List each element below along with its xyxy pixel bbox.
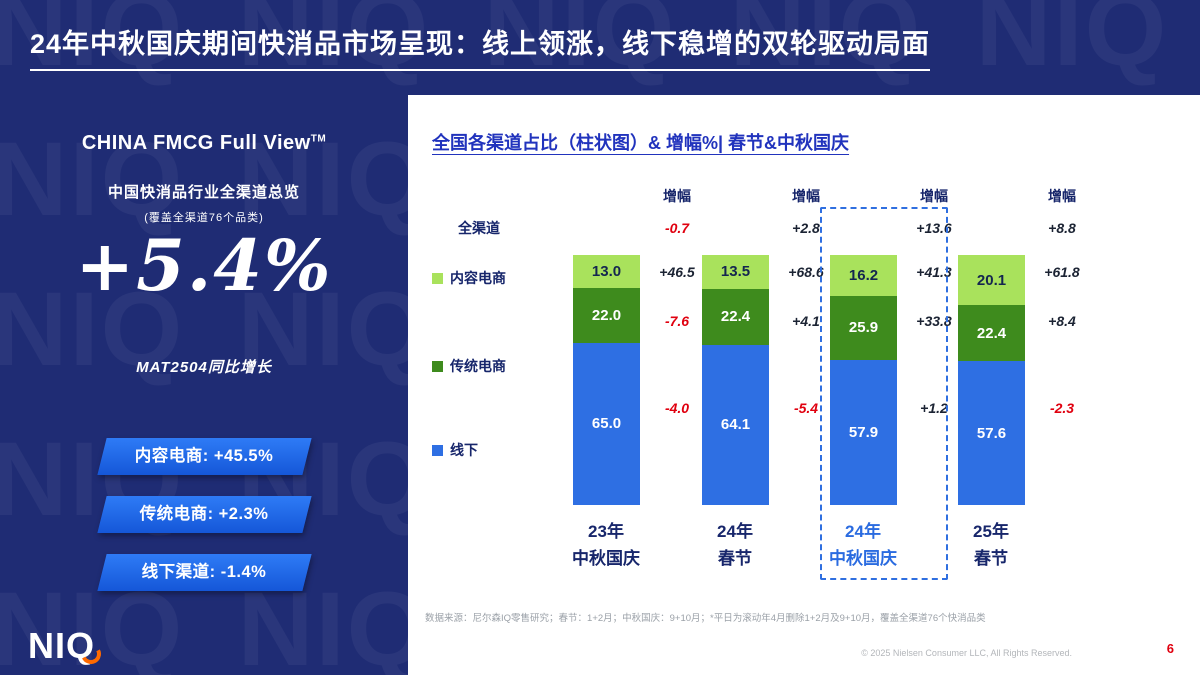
bar-segment-traditional-ecommerce: 25.9 [830, 295, 897, 361]
bar-segment-offline: 64.1 [702, 344, 769, 505]
bar-segment-traditional-ecommerce: 22.4 [702, 288, 769, 345]
growth-total: -0.7 [664, 220, 690, 236]
segment-value: 13.5 [720, 263, 751, 281]
sidebar-subtitle: 中国快消品行业全渠道总览 [107, 184, 300, 201]
segment-value: 65.0 [591, 415, 622, 433]
segment-value: 64.1 [720, 416, 751, 434]
growth-column-23-mid-autumn: 增幅 -0.7 +46.5 -7.6 -4.0 [645, 180, 709, 510]
badge-content-ecommerce: 内容电商: +45.5% [96, 438, 312, 475]
badge-label: 内容电商: [134, 447, 209, 465]
bar-segment-content-ecommerce: 16.2 [830, 255, 897, 296]
channel-growth-badges: 内容电商: +45.5% 传统电商: +2.3% 线下渠道: -1.4% [0, 438, 408, 612]
growth-header: 增幅 [792, 188, 820, 204]
chart-title: 全国各渠道占比（柱状图）& 增幅%| 春节&中秋国庆 [432, 133, 850, 153]
sidebar: CHINA FMCG Full ViewTM 中国快消品行业全渠道总览 (覆盖全… [0, 0, 408, 675]
legend-label: 线下 [450, 442, 478, 458]
content-panel: 全国各渠道占比（柱状图）& 增幅%| 春节&中秋国庆 全渠道 内容电商 传统电商… [408, 95, 1200, 675]
growth-total: +2.8 [792, 220, 820, 236]
headline-growth-number: +5.4% [75, 224, 333, 307]
segment-value: 57.9 [848, 424, 879, 442]
badge-value: -1.4% [220, 563, 267, 581]
segment-value: 57.6 [976, 424, 1007, 442]
badge-value: +45.5% [213, 447, 274, 465]
coverage-note: (覆盖全渠道76个品类) [144, 212, 264, 224]
category-label-23-mid-autumn: 23年 中秋国庆 [572, 522, 640, 568]
legend-swatch-offline [432, 444, 443, 456]
data-source-footnote: 数据来源：尼尔森IQ零售研究；春节：1+2月；中秋国庆：9+10月；*平日为滚动… [425, 613, 986, 624]
growth-offline: -4.0 [664, 400, 690, 416]
growth-content-ecommerce: +68.6 [788, 264, 824, 280]
segment-value: 22.4 [720, 308, 751, 326]
category-label-24-mid-autumn-highlighted: 24年 中秋国庆 [829, 522, 897, 568]
growth-total: +8.8 [1048, 220, 1076, 236]
headline-growth-caption: MAT2504同比增长 [136, 359, 272, 376]
legend-traditional-ecommerce: 传统电商 [432, 356, 506, 376]
copyright-text: © 2025 Nielsen Consumer LLC, All Rights … [861, 648, 1072, 658]
legend-swatch-traditional-ecommerce [432, 360, 443, 372]
badge-traditional-ecommerce: 传统电商: +2.3% [96, 496, 312, 533]
bar-segment-offline: 65.0 [573, 342, 640, 505]
growth-content-ecommerce: +41.3 [916, 264, 952, 280]
growth-traditional-ecommerce: +33.8 [916, 313, 952, 329]
growth-column-25-spring-festival: 增幅 +8.8 +61.8 +8.4 -2.3 [1030, 180, 1094, 510]
category-label-25-spring-festival: 25年 春节 [973, 522, 1009, 568]
bar-25-spring-festival: 20.1 22.4 57.6 [958, 255, 1025, 505]
segment-value: 20.1 [976, 271, 1007, 289]
legend-offline: 线下 [432, 440, 478, 460]
bar-segment-traditional-ecommerce: 22.0 [573, 287, 640, 343]
niq-logo: NIQ [28, 625, 104, 667]
growth-offline: -5.4 [793, 400, 819, 416]
bar-segment-offline: 57.6 [958, 361, 1025, 505]
growth-content-ecommerce: +61.8 [1044, 264, 1080, 280]
brand-title: CHINA FMCG Full ViewTM [0, 132, 408, 155]
segment-value: 22.0 [591, 306, 622, 324]
stacked-bar-chart: 全渠道 内容电商 传统电商 线下 13.0 22.0 65.0 13.5 22.… [408, 180, 1200, 620]
legend-swatch-content-ecommerce [432, 272, 443, 284]
badge-value: +2.3% [218, 505, 269, 523]
badge-offline-channel: 线下渠道: -1.4% [96, 554, 312, 591]
legend-content-ecommerce: 内容电商 [432, 268, 506, 288]
trademark-mark: TM [310, 133, 327, 145]
niq-logo-text: NIQ [28, 625, 96, 666]
growth-header: 增幅 [920, 188, 948, 204]
bar-24-mid-autumn: 16.2 25.9 57.9 [830, 255, 897, 505]
segment-value: 16.2 [848, 266, 879, 284]
growth-total: +13.6 [916, 220, 952, 236]
growth-column-24-mid-autumn: 增幅 +13.6 +41.3 +33.8 +1.2 [902, 180, 966, 510]
category-label-24-spring-festival: 24年 春节 [717, 522, 753, 568]
growth-traditional-ecommerce: +4.1 [792, 313, 820, 329]
badge-label: 线下渠道: [141, 563, 216, 581]
growth-traditional-ecommerce: -7.6 [664, 313, 690, 329]
badge-label: 传统电商: [139, 505, 214, 523]
bar-segment-content-ecommerce: 13.0 [573, 255, 640, 288]
bar-segment-traditional-ecommerce: 22.4 [958, 305, 1025, 362]
growth-header: 增幅 [1048, 188, 1076, 204]
growth-offline: +1.2 [920, 400, 948, 416]
growth-traditional-ecommerce: +8.4 [1048, 313, 1076, 329]
bar-segment-content-ecommerce: 20.1 [958, 255, 1025, 306]
legend-all-channels: 全渠道 [458, 220, 500, 236]
segment-value: 22.4 [976, 324, 1007, 342]
page-number: 6 [1166, 641, 1174, 656]
growth-column-24-spring-festival: 增幅 +2.8 +68.6 +4.1 -5.4 [774, 180, 838, 510]
legend-label: 内容电商 [450, 270, 506, 286]
growth-content-ecommerce: +46.5 [659, 264, 695, 280]
growth-offline: -2.3 [1049, 400, 1075, 416]
bar-segment-content-ecommerce: 13.5 [702, 255, 769, 289]
segment-value: 25.9 [848, 319, 879, 337]
bar-segment-offline: 57.9 [830, 360, 897, 505]
legend-label: 传统电商 [450, 358, 506, 374]
brand-title-text: CHINA FMCG Full View [81, 132, 311, 154]
bar-23-mid-autumn: 13.0 22.0 65.0 [573, 255, 640, 505]
segment-value: 13.0 [591, 262, 622, 280]
slide-title: 24年中秋国庆期间快消品市场呈现：线上领涨，线下稳增的双轮驱动局面 [30, 22, 931, 71]
bar-24-spring-festival: 13.5 22.4 64.1 [702, 255, 769, 505]
growth-header: 增幅 [663, 188, 691, 204]
